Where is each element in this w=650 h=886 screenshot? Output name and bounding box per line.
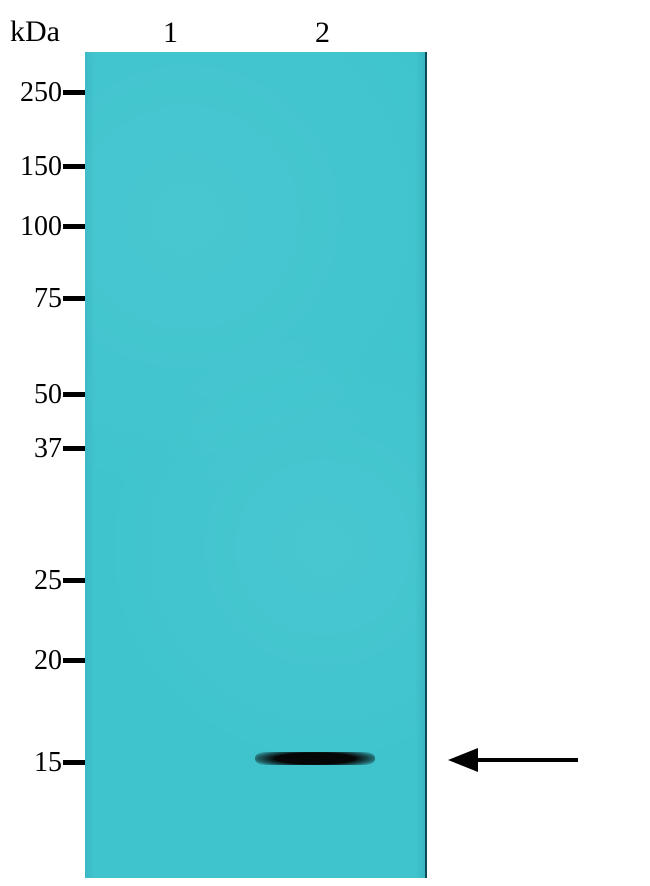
mw-tick-75 — [63, 296, 85, 301]
band-lane2 — [255, 752, 375, 765]
mw-label-37: 37 — [34, 433, 62, 465]
mw-tick-150 — [63, 164, 85, 169]
lane-label-2: 2 — [315, 16, 330, 50]
band-arrow-line — [478, 758, 578, 762]
mw-tick-50 — [63, 392, 85, 397]
mw-label-150: 150 — [20, 151, 62, 183]
mw-tick-20 — [63, 658, 85, 663]
unit-label: kDa — [10, 15, 60, 49]
mw-label-15: 15 — [34, 747, 62, 779]
mw-label-250: 250 — [20, 77, 62, 109]
mw-tick-37 — [63, 446, 85, 451]
lane-label-1: 1 — [163, 16, 178, 50]
mw-tick-100 — [63, 224, 85, 229]
band-arrow-head — [448, 748, 478, 772]
mw-label-50: 50 — [34, 379, 62, 411]
mw-label-20: 20 — [34, 645, 62, 677]
mw-label-25: 25 — [34, 565, 62, 597]
mw-tick-25 — [63, 578, 85, 583]
mw-tick-15 — [63, 760, 85, 765]
mw-tick-250 — [63, 90, 85, 95]
mw-label-75: 75 — [34, 283, 62, 315]
mw-label-100: 100 — [20, 211, 62, 243]
